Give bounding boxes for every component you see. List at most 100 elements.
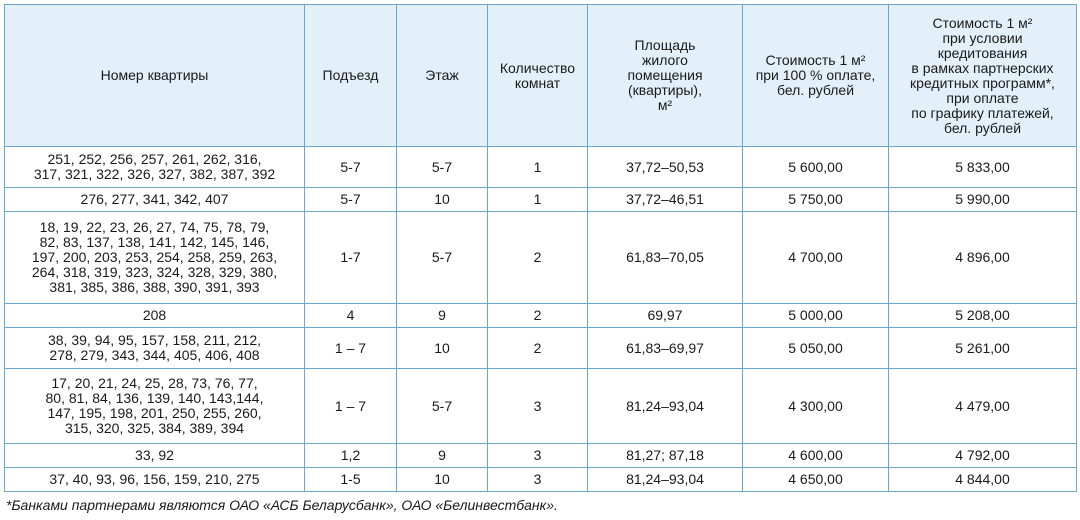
cell-rooms: 3 bbox=[487, 467, 588, 492]
header-line: при условии bbox=[942, 29, 1023, 46]
header-line: кредитных программ*, bbox=[910, 74, 1055, 91]
cell-apartments: 17, 20, 21, 24, 25, 28, 73, 76, 77, 80, 8… bbox=[4, 368, 305, 444]
apartment-line: 251, 252, 256, 257, 261, 262, 316, bbox=[47, 151, 262, 167]
cell-area: 37,72–46,51 bbox=[587, 187, 743, 212]
apartment-line: 381, 385, 386, 388, 390, 391, 393 bbox=[49, 279, 260, 295]
header-line: (квартиры), bbox=[628, 82, 702, 98]
cell-rooms: 1 bbox=[487, 187, 588, 212]
cell-area: 81,24–93,04 bbox=[587, 467, 743, 492]
cell-apartments: 208 bbox=[4, 303, 305, 328]
cell-price-credit: 4 844,00 bbox=[888, 467, 1077, 492]
cell-price-full: 4 300,00 bbox=[742, 368, 889, 444]
cell-price-credit: 5 833,00 bbox=[888, 146, 1077, 188]
header-line: при оплате bbox=[946, 89, 1019, 106]
cell-floor: 5-7 bbox=[396, 368, 488, 444]
header-line: Стоимость 1 м² bbox=[932, 14, 1033, 31]
cell-apartments: 18, 19, 22, 23, 26, 27, 74, 75, 78, 79, 8… bbox=[4, 211, 305, 304]
apartment-line: 208 bbox=[142, 307, 167, 323]
cell-apartments: 276, 277, 341, 342, 407 bbox=[4, 187, 305, 212]
cell-apartments: 38, 39, 94, 95, 157, 158, 211, 212, 278, … bbox=[4, 327, 305, 369]
apartment-line: 17, 20, 21, 24, 25, 28, 73, 76, 77, bbox=[51, 375, 258, 391]
apartment-line: 317, 321, 322, 326, 327, 382, 387, 392 bbox=[33, 166, 276, 182]
header-price-credit: Стоимость 1 м² при условии кредитования в р… bbox=[888, 4, 1077, 147]
table-row: 276, 277, 341, 342, 407 5-7 10 1 37,72–46,51… bbox=[4, 187, 1077, 212]
cell-price-full: 4 700,00 bbox=[742, 211, 889, 304]
header-entrance: Подъезд bbox=[304, 4, 397, 147]
cell-area: 37,72–50,53 bbox=[587, 146, 743, 188]
apartment-line: 18, 19, 22, 23, 26, 27, 74, 75, 78, 79, bbox=[39, 219, 270, 235]
header-line: Стоимость 1 м² bbox=[765, 52, 866, 68]
cell-price-credit: 5 990,00 bbox=[888, 187, 1077, 212]
cell-floor: 10 bbox=[396, 327, 488, 369]
cell-area: 69,97 bbox=[587, 303, 743, 328]
cell-floor: 10 bbox=[396, 187, 488, 212]
cell-rooms: 3 bbox=[487, 368, 588, 444]
header-line: в рамках партнерских bbox=[911, 59, 1054, 76]
cell-entrance: 5-7 bbox=[304, 146, 397, 188]
cell-entrance: 1 – 7 bbox=[304, 368, 397, 444]
apartment-line: 82, 83, 137, 138, 141, 142, 145, 146, bbox=[39, 234, 270, 250]
header-line: м² bbox=[657, 97, 673, 113]
cell-entrance: 1 – 7 bbox=[304, 327, 397, 369]
header-line: Номер квартиры bbox=[100, 67, 209, 83]
cell-price-full: 5 050,00 bbox=[742, 327, 889, 369]
header-line: бел. рублей bbox=[776, 82, 855, 98]
header-line: комнат bbox=[514, 74, 561, 91]
header-line: Площадь bbox=[634, 37, 696, 53]
table-row: 17, 20, 21, 24, 25, 28, 73, 76, 77, 80, 8… bbox=[4, 368, 1077, 444]
table-body: 251, 252, 256, 257, 261, 262, 316, 317, 3… bbox=[4, 146, 1077, 492]
cell-area: 81,24–93,04 bbox=[587, 368, 743, 444]
header-floor: Этаж bbox=[396, 4, 488, 147]
cell-floor: 5-7 bbox=[396, 211, 488, 304]
cell-rooms: 2 bbox=[487, 303, 588, 328]
table-row: 37, 40, 93, 96, 156, 159, 210, 275 1-5 10 3… bbox=[4, 467, 1077, 492]
apartment-line: 278, 279, 343, 344, 405, 406, 408 bbox=[49, 347, 260, 363]
cell-area: 61,83–70,05 bbox=[587, 211, 743, 304]
header-line: жилого bbox=[642, 52, 688, 68]
header-line: при 100 % оплате, bbox=[755, 67, 876, 83]
price-table: Номер квартиры Подъезд Этаж Количество комна… bbox=[4, 4, 1077, 492]
cell-rooms: 2 bbox=[487, 327, 588, 369]
header-line: по графику платежей, bbox=[911, 104, 1054, 121]
cell-rooms: 2 bbox=[487, 211, 588, 304]
apartment-line: 80, 81, 84, 136, 139, 140, 143,144, bbox=[45, 390, 264, 406]
header-price-full: Стоимость 1 м² при 100 % оплате, бел. рубл… bbox=[742, 4, 889, 147]
header-line: Подъезд bbox=[322, 67, 379, 83]
header-line: кредитования bbox=[937, 44, 1028, 61]
cell-entrance: 1,2 bbox=[304, 443, 397, 468]
cell-floor: 5-7 bbox=[396, 146, 488, 188]
apartment-line: 197, 200, 203, 253, 254, 258, 259, 263, bbox=[31, 249, 278, 265]
cell-area: 81,27; 87,18 bbox=[587, 443, 743, 468]
cell-area: 61,83–69,97 bbox=[587, 327, 743, 369]
table-row: 208 4 9 2 69,97 5 000,00 5 208,00 bbox=[4, 303, 1077, 328]
apartment-line: 33, 92 bbox=[135, 447, 174, 463]
header-line: Этаж bbox=[425, 67, 459, 83]
header-line: Количество bbox=[499, 59, 576, 76]
cell-rooms: 1 bbox=[487, 146, 588, 188]
header-rooms: Количество комнат bbox=[487, 4, 588, 147]
apartment-line: 147, 195, 198, 201, 250, 255, 260, bbox=[47, 405, 262, 421]
cell-price-full: 4 650,00 bbox=[742, 467, 889, 492]
cell-price-credit: 4 792,00 bbox=[888, 443, 1077, 468]
header-row: Номер квартиры Подъезд Этаж Количество комна… bbox=[4, 4, 1077, 147]
cell-entrance: 5-7 bbox=[304, 187, 397, 212]
cell-price-credit: 4 896,00 bbox=[888, 211, 1077, 304]
cell-price-credit: 4 479,00 bbox=[888, 368, 1077, 444]
cell-entrance: 4 bbox=[304, 303, 397, 328]
apartment-line: 37, 40, 93, 96, 156, 159, 210, 275 bbox=[49, 471, 260, 487]
apartment-line: 315, 320, 325, 384, 389, 394 bbox=[64, 420, 245, 436]
cell-floor: 10 bbox=[396, 467, 488, 492]
table-row: 18, 19, 22, 23, 26, 27, 74, 75, 78, 79, 8… bbox=[4, 211, 1077, 304]
cell-floor: 9 bbox=[396, 443, 488, 468]
table-row: 33, 92 1,2 9 3 81,27; 87,18 4 600,00 4 792,00 bbox=[4, 443, 1077, 468]
header-line: помещения bbox=[627, 67, 703, 83]
header-area: Площадь жилого помещения (квартиры), м² bbox=[587, 4, 743, 147]
cell-price-full: 5 750,00 bbox=[742, 187, 889, 212]
table-row: 251, 252, 256, 257, 261, 262, 316, 317, 3… bbox=[4, 146, 1077, 188]
cell-entrance: 1-5 bbox=[304, 467, 397, 492]
cell-apartments: 251, 252, 256, 257, 261, 262, 316, 317, 3… bbox=[4, 146, 305, 188]
cell-price-full: 5 600,00 bbox=[742, 146, 889, 188]
cell-price-full: 4 600,00 bbox=[742, 443, 889, 468]
cell-apartments: 37, 40, 93, 96, 156, 159, 210, 275 bbox=[4, 467, 305, 492]
